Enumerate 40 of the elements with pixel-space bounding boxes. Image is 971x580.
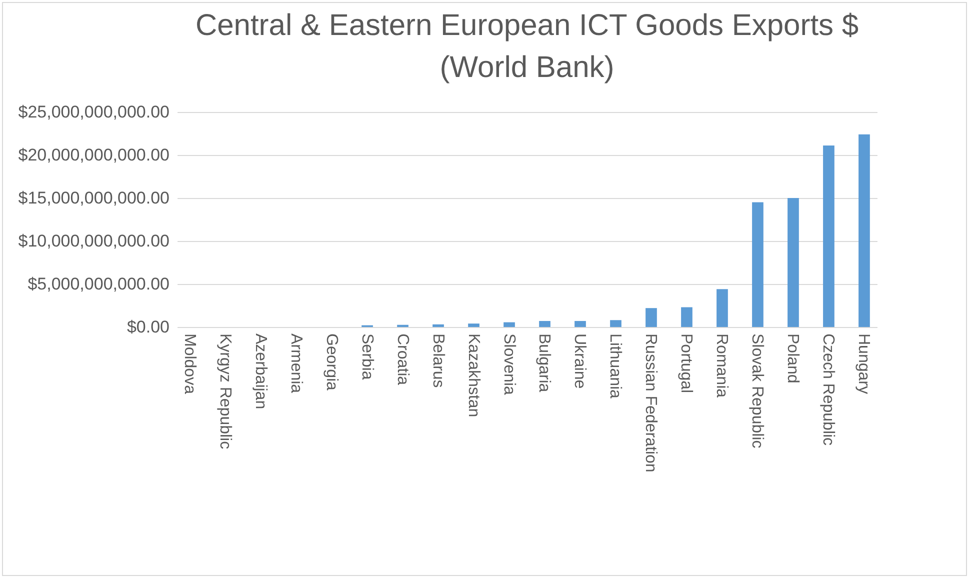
bar xyxy=(752,202,764,327)
y-tick-label: $15,000,000,000.00 xyxy=(18,188,170,208)
bar xyxy=(716,289,728,327)
x-tick-label: Serbia xyxy=(358,334,376,380)
bar xyxy=(823,146,834,327)
x-tick-label: Russian Federation xyxy=(642,334,660,472)
x-tick-label: Moldova xyxy=(180,334,198,394)
bar xyxy=(858,134,870,327)
bar xyxy=(468,324,480,327)
bar xyxy=(788,198,799,327)
bar xyxy=(504,322,515,327)
x-tick-label: Ukraine xyxy=(571,334,588,389)
bar xyxy=(539,320,550,327)
x-tick-label: Lithuania xyxy=(606,334,624,399)
y-tick-label: $10,000,000,000.00 xyxy=(18,232,170,250)
x-tick-label: Croatia xyxy=(394,334,411,386)
x-tick-label: Georgia xyxy=(322,334,340,391)
x-tick-label: Azerbaijan xyxy=(252,334,269,410)
x-tick-label: Kyrgyz Republic xyxy=(216,334,234,450)
y-tick-label: $20,000,000,000.00 xyxy=(18,146,170,164)
x-tick-label: Belarus xyxy=(429,334,446,388)
bar xyxy=(574,320,586,327)
bar xyxy=(646,308,657,327)
bar xyxy=(432,324,444,327)
y-tick-label: $25,000,000,000.00 xyxy=(18,102,170,122)
x-tick-label: Hungary xyxy=(855,334,872,394)
y-tick-label: $5,000,000,000.00 xyxy=(28,274,170,294)
bar xyxy=(610,320,622,327)
x-tick-label: Armenia xyxy=(287,334,304,394)
chart-title: Central & Eastern European ICT Goods Exports $ (World Bank) xyxy=(195,9,859,84)
x-tick-label: Slovak Republic xyxy=(748,334,766,448)
x-tick-label: Portugal xyxy=(678,334,695,394)
x-tick-label: Czech Republic xyxy=(820,334,837,446)
x-tick-label: Bulgaria xyxy=(536,334,553,392)
x-tick-label: Romania xyxy=(713,334,730,398)
x-tick-label: Slovenia xyxy=(500,334,518,395)
bar xyxy=(681,307,692,327)
x-tick-label: Poland xyxy=(784,334,802,384)
y-tick-label: $0.00 xyxy=(126,318,170,336)
x-tick-label: Kazakhstan xyxy=(464,334,482,418)
